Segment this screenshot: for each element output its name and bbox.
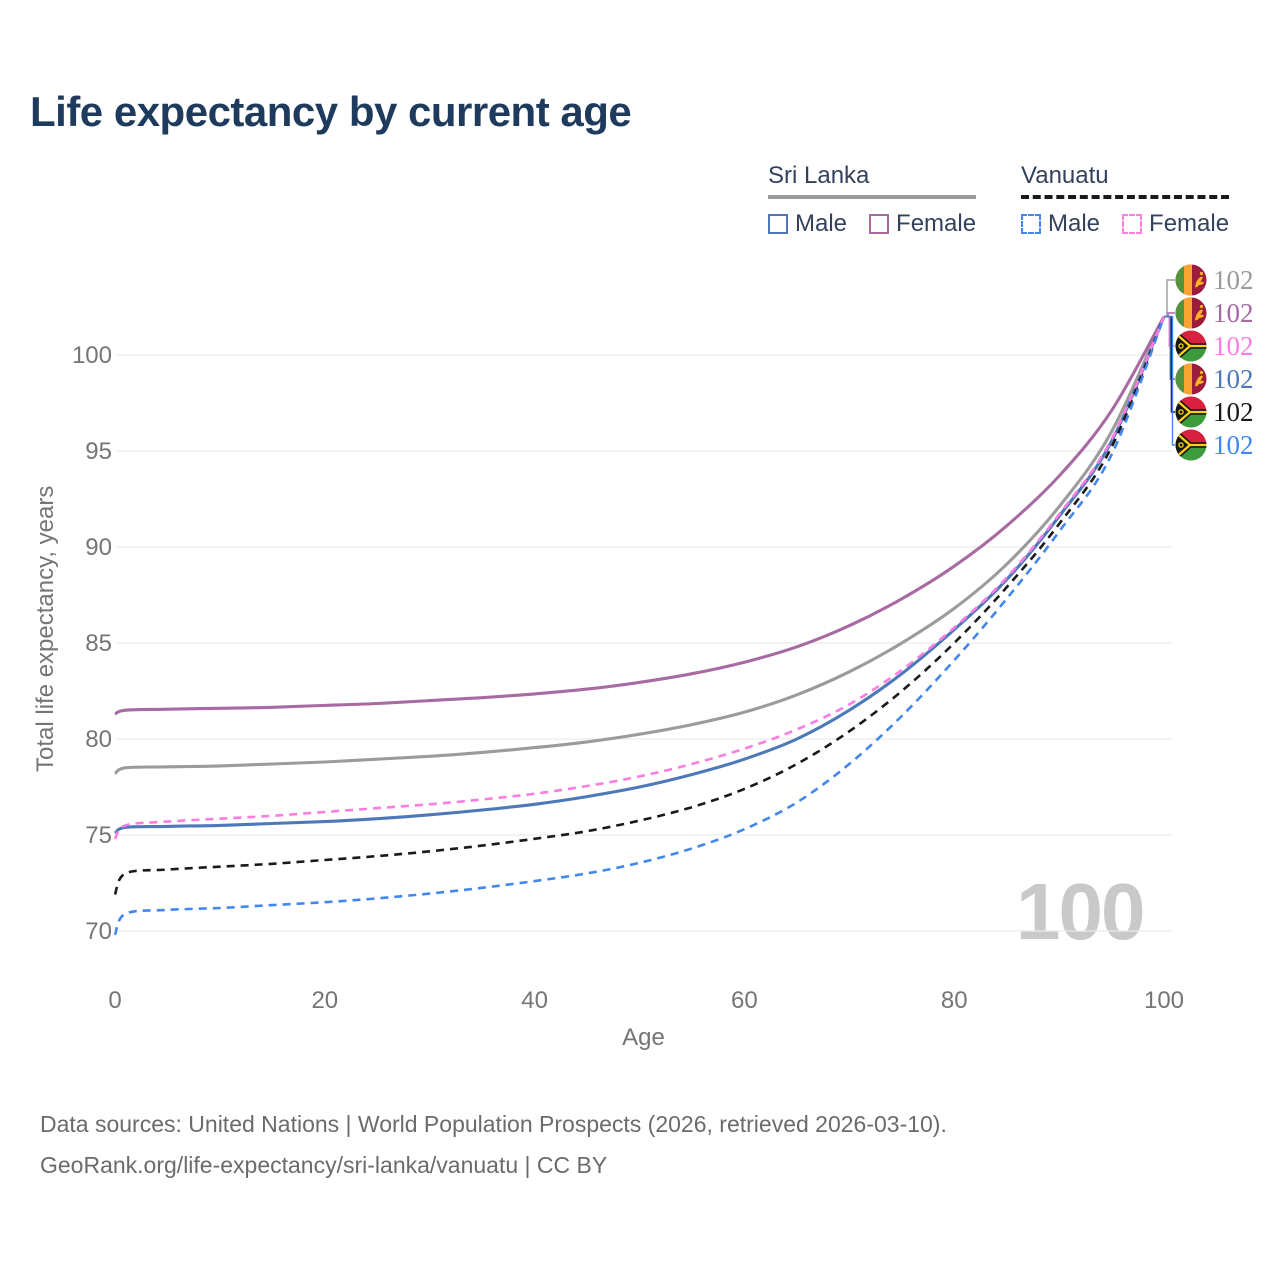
y-tick-label: 70: [85, 918, 112, 945]
legend-swatch-vanuatu-male: [1021, 214, 1041, 234]
legend-group-sri-lanka: Sri Lanka Male Female: [768, 162, 977, 238]
legend-swatch-sri-lanka-male: [768, 214, 788, 234]
legend-linestyle-solid: [768, 195, 977, 199]
flag-icon-vanuatu: [1175, 330, 1207, 362]
x-tick-label: 20: [311, 987, 338, 1014]
x-tick-label: 0: [108, 987, 121, 1014]
x-tick-label: 100: [1144, 987, 1184, 1014]
series-line-vanuatu-male[interactable]: [113, 316, 1166, 936]
legend-swatch-sri-lanka-female: [869, 214, 890, 234]
y-tick-label: 85: [85, 630, 112, 657]
series-line-sri-lanka-female[interactable]: [114, 315, 1166, 716]
end-value-label: 102: [1213, 331, 1254, 361]
y-axis-title: Total life expectancy, years: [32, 485, 59, 772]
legend-label-male: Male: [795, 210, 848, 237]
age-indicator-watermark: 100: [1016, 867, 1145, 956]
leader-line: [1164, 315, 1175, 446]
y-tick-label: 95: [85, 438, 112, 465]
flag-icon-sri-lanka: [1175, 297, 1207, 329]
footer-data-sources: Data sources: United Nations | World Pop…: [40, 1111, 947, 1137]
leader-line: [1164, 315, 1175, 347]
x-tick-label: 80: [941, 987, 968, 1014]
flag-icon-sri-lanka: [1175, 363, 1207, 395]
legend-entry-sri-lanka-female[interactable]: Female: [869, 210, 976, 238]
legend-label-female: Female: [896, 210, 977, 237]
flag-icon-vanuatu: [1175, 396, 1207, 428]
x-axis-title: Age: [622, 1024, 665, 1051]
series-line-vanuatu[interactable]: [113, 316, 1166, 896]
flag-icon-sri-lanka: [1175, 264, 1207, 296]
y-tick-label: 80: [85, 726, 112, 753]
end-value-label: 102: [1213, 265, 1254, 295]
footer: Data sources: United Nations | World Pop…: [40, 1104, 947, 1186]
legend-entry-vanuatu-female[interactable]: Female: [1122, 210, 1229, 238]
chart-title: Life expectancy by current age: [30, 88, 632, 135]
footer-attribution: GeoRank.org/life-expectancy/sri-lanka/va…: [40, 1152, 608, 1178]
legend-swatch-vanuatu-female: [1122, 214, 1143, 234]
y-tick-label: 100: [72, 342, 112, 369]
y-tick-label: 90: [85, 534, 112, 561]
legend-entry-sri-lanka-male[interactable]: Male: [768, 210, 847, 238]
legend-linestyle-dashed: [1021, 195, 1230, 199]
end-value-label: 102: [1213, 364, 1254, 394]
y-tick-label: 75: [85, 822, 112, 849]
series-line-sri-lanka[interactable]: [114, 315, 1166, 775]
x-tick-label: 60: [731, 987, 758, 1014]
legend-country-vanuatu[interactable]: Vanuatu: [1021, 162, 1109, 189]
series-line-sri-lanka-male[interactable]: [114, 316, 1166, 835]
legend-group-vanuatu: Vanuatu Male Female: [1021, 162, 1230, 238]
flag-icon-vanuatu: [1175, 429, 1207, 461]
x-tick-label: 40: [521, 987, 548, 1014]
end-value-label: 102: [1213, 298, 1254, 328]
end-value-label: 102: [1213, 430, 1254, 460]
legend-country-sri-lanka[interactable]: Sri Lanka: [768, 162, 870, 189]
series-line-vanuatu-female[interactable]: [113, 316, 1166, 840]
leader-line: [1164, 279, 1175, 318]
legend-entry-vanuatu-male[interactable]: Male: [1021, 210, 1100, 238]
legend-label-female: Female: [1149, 210, 1230, 237]
legend-label-male: Male: [1048, 210, 1101, 237]
end-value-label: 102: [1213, 397, 1254, 427]
